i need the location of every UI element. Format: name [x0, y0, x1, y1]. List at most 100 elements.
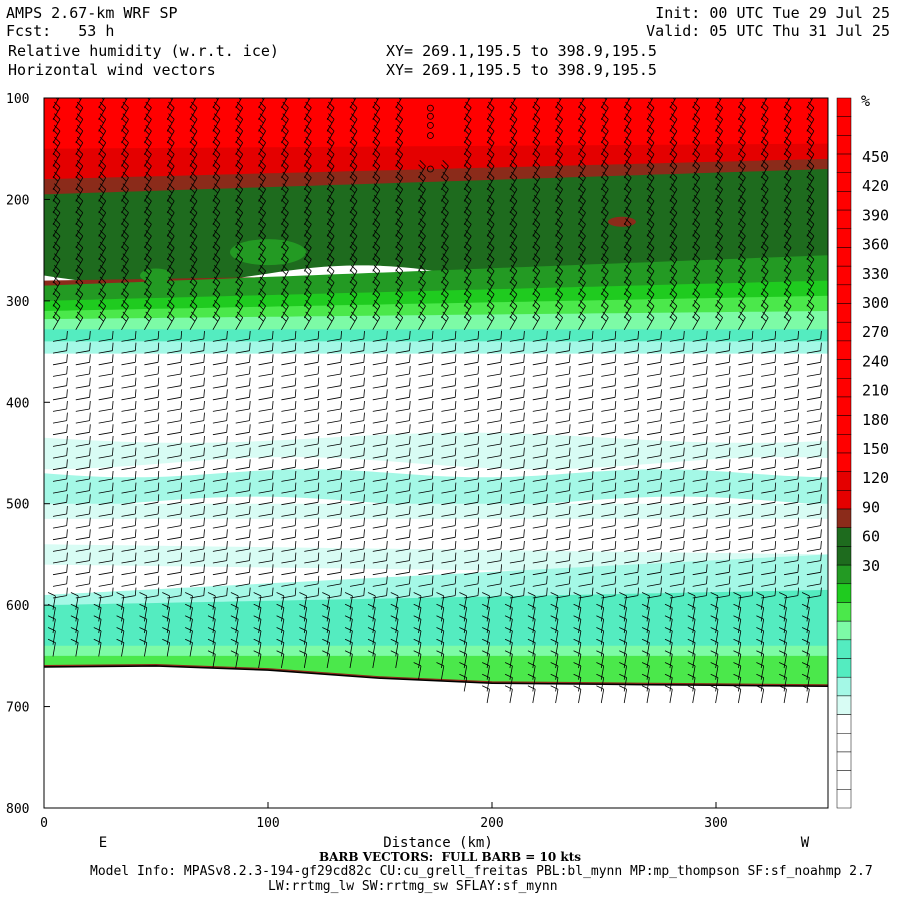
wind-barb — [304, 365, 320, 377]
wind-barb — [299, 650, 308, 669]
wind-barb — [760, 195, 769, 214]
wind-barb — [692, 288, 701, 307]
wind-barb — [669, 241, 678, 261]
wind-barb — [98, 389, 114, 401]
wind-barb — [121, 470, 137, 482]
wind-barb — [487, 342, 502, 354]
wind-barb — [349, 400, 365, 412]
wind-barb — [116, 603, 125, 622]
wind-barb — [509, 148, 518, 167]
wind-barb — [395, 311, 404, 330]
wind-barb — [258, 241, 266, 261]
wind-barb — [441, 342, 457, 354]
wind-barb — [463, 230, 472, 249]
wind-barb — [418, 459, 434, 471]
wind-barb — [281, 253, 289, 272]
wind-barb — [395, 377, 411, 389]
wind-barb — [624, 575, 639, 587]
wind-barb — [600, 113, 609, 132]
wind-barb — [669, 136, 678, 156]
wind-barb — [304, 482, 320, 494]
wind-barb — [281, 517, 297, 529]
wind-barb — [532, 389, 548, 401]
wind-barb — [326, 300, 335, 319]
wind-barb — [281, 183, 289, 202]
wind-barb — [372, 206, 381, 226]
wind-barb — [756, 615, 765, 634]
wind-barb — [761, 540, 777, 552]
wind-barb — [372, 482, 388, 494]
wind-barb — [646, 311, 655, 330]
wind-barb — [212, 171, 221, 191]
wind-barb — [75, 230, 84, 249]
wind-barb — [349, 447, 365, 459]
wind-barb — [372, 148, 381, 167]
colorbar-label: 30 — [862, 557, 880, 575]
wind-barb — [144, 288, 152, 307]
wind-barb — [532, 171, 541, 191]
radiation-info: LW:rrtmg_lw SW:rrtmg_sw SFLAY:sf_mynn — [268, 879, 558, 894]
wind-barb — [212, 206, 221, 226]
wind-barb — [619, 685, 627, 704]
wind-barb — [527, 685, 536, 704]
wind-barb — [98, 276, 107, 295]
wind-barb — [189, 435, 205, 447]
colorbar-segment — [836, 770, 852, 790]
wind-barb — [212, 113, 221, 132]
wind-barb — [326, 195, 335, 214]
wind-barb — [669, 424, 685, 436]
wind-barb — [258, 400, 274, 412]
wind-barb — [253, 627, 262, 645]
colorbar-segment — [836, 265, 852, 286]
wind-barb — [596, 638, 605, 657]
wind-barb — [235, 435, 251, 447]
wind-barb — [687, 615, 696, 634]
wind-barb — [578, 564, 594, 576]
wind-barb — [555, 288, 563, 307]
wind-barb — [441, 552, 457, 564]
wind-barb — [738, 505, 754, 517]
wind-barb — [527, 592, 536, 610]
wind-barb — [189, 424, 205, 436]
wind-barb — [601, 482, 617, 494]
wind-barb — [304, 505, 320, 517]
wind-barb — [212, 354, 228, 366]
colorbar-segment — [836, 471, 852, 491]
wind-barb — [487, 575, 502, 587]
wind-barb — [235, 494, 251, 506]
wind-barb — [121, 230, 129, 249]
wind-barb — [578, 552, 594, 564]
wind-barb — [52, 400, 68, 412]
colorbar-segment — [836, 789, 852, 809]
wind-barb — [52, 113, 61, 132]
wind-barb — [532, 470, 548, 482]
wind-barb — [715, 424, 731, 436]
wind-barb — [578, 470, 594, 482]
wind-barb — [322, 603, 330, 622]
wind-barb — [281, 218, 289, 237]
wind-barb — [349, 101, 358, 121]
wind-barb — [258, 470, 274, 482]
wind-barb — [504, 662, 513, 680]
wind-barb — [646, 482, 662, 494]
wind-barb — [121, 195, 129, 214]
wind-barb — [372, 136, 381, 156]
wind-barb — [509, 377, 525, 389]
wind-barb — [710, 615, 719, 634]
wind-barb — [441, 505, 457, 517]
wind-barb — [276, 615, 285, 634]
wind-barb — [669, 447, 685, 459]
wind-barb — [258, 218, 266, 237]
wind-barb — [441, 230, 449, 249]
colorbar-label: 270 — [862, 323, 889, 341]
wind-barb — [281, 276, 289, 295]
wind-barb — [738, 311, 746, 330]
wind-barb — [52, 575, 68, 587]
wind-barb — [710, 627, 719, 645]
wind-barb — [779, 615, 787, 634]
wind-barb — [806, 552, 822, 564]
wind-barb — [578, 206, 586, 226]
wind-barb — [322, 638, 330, 657]
wind-barb — [235, 342, 251, 354]
wind-barb — [463, 195, 472, 214]
